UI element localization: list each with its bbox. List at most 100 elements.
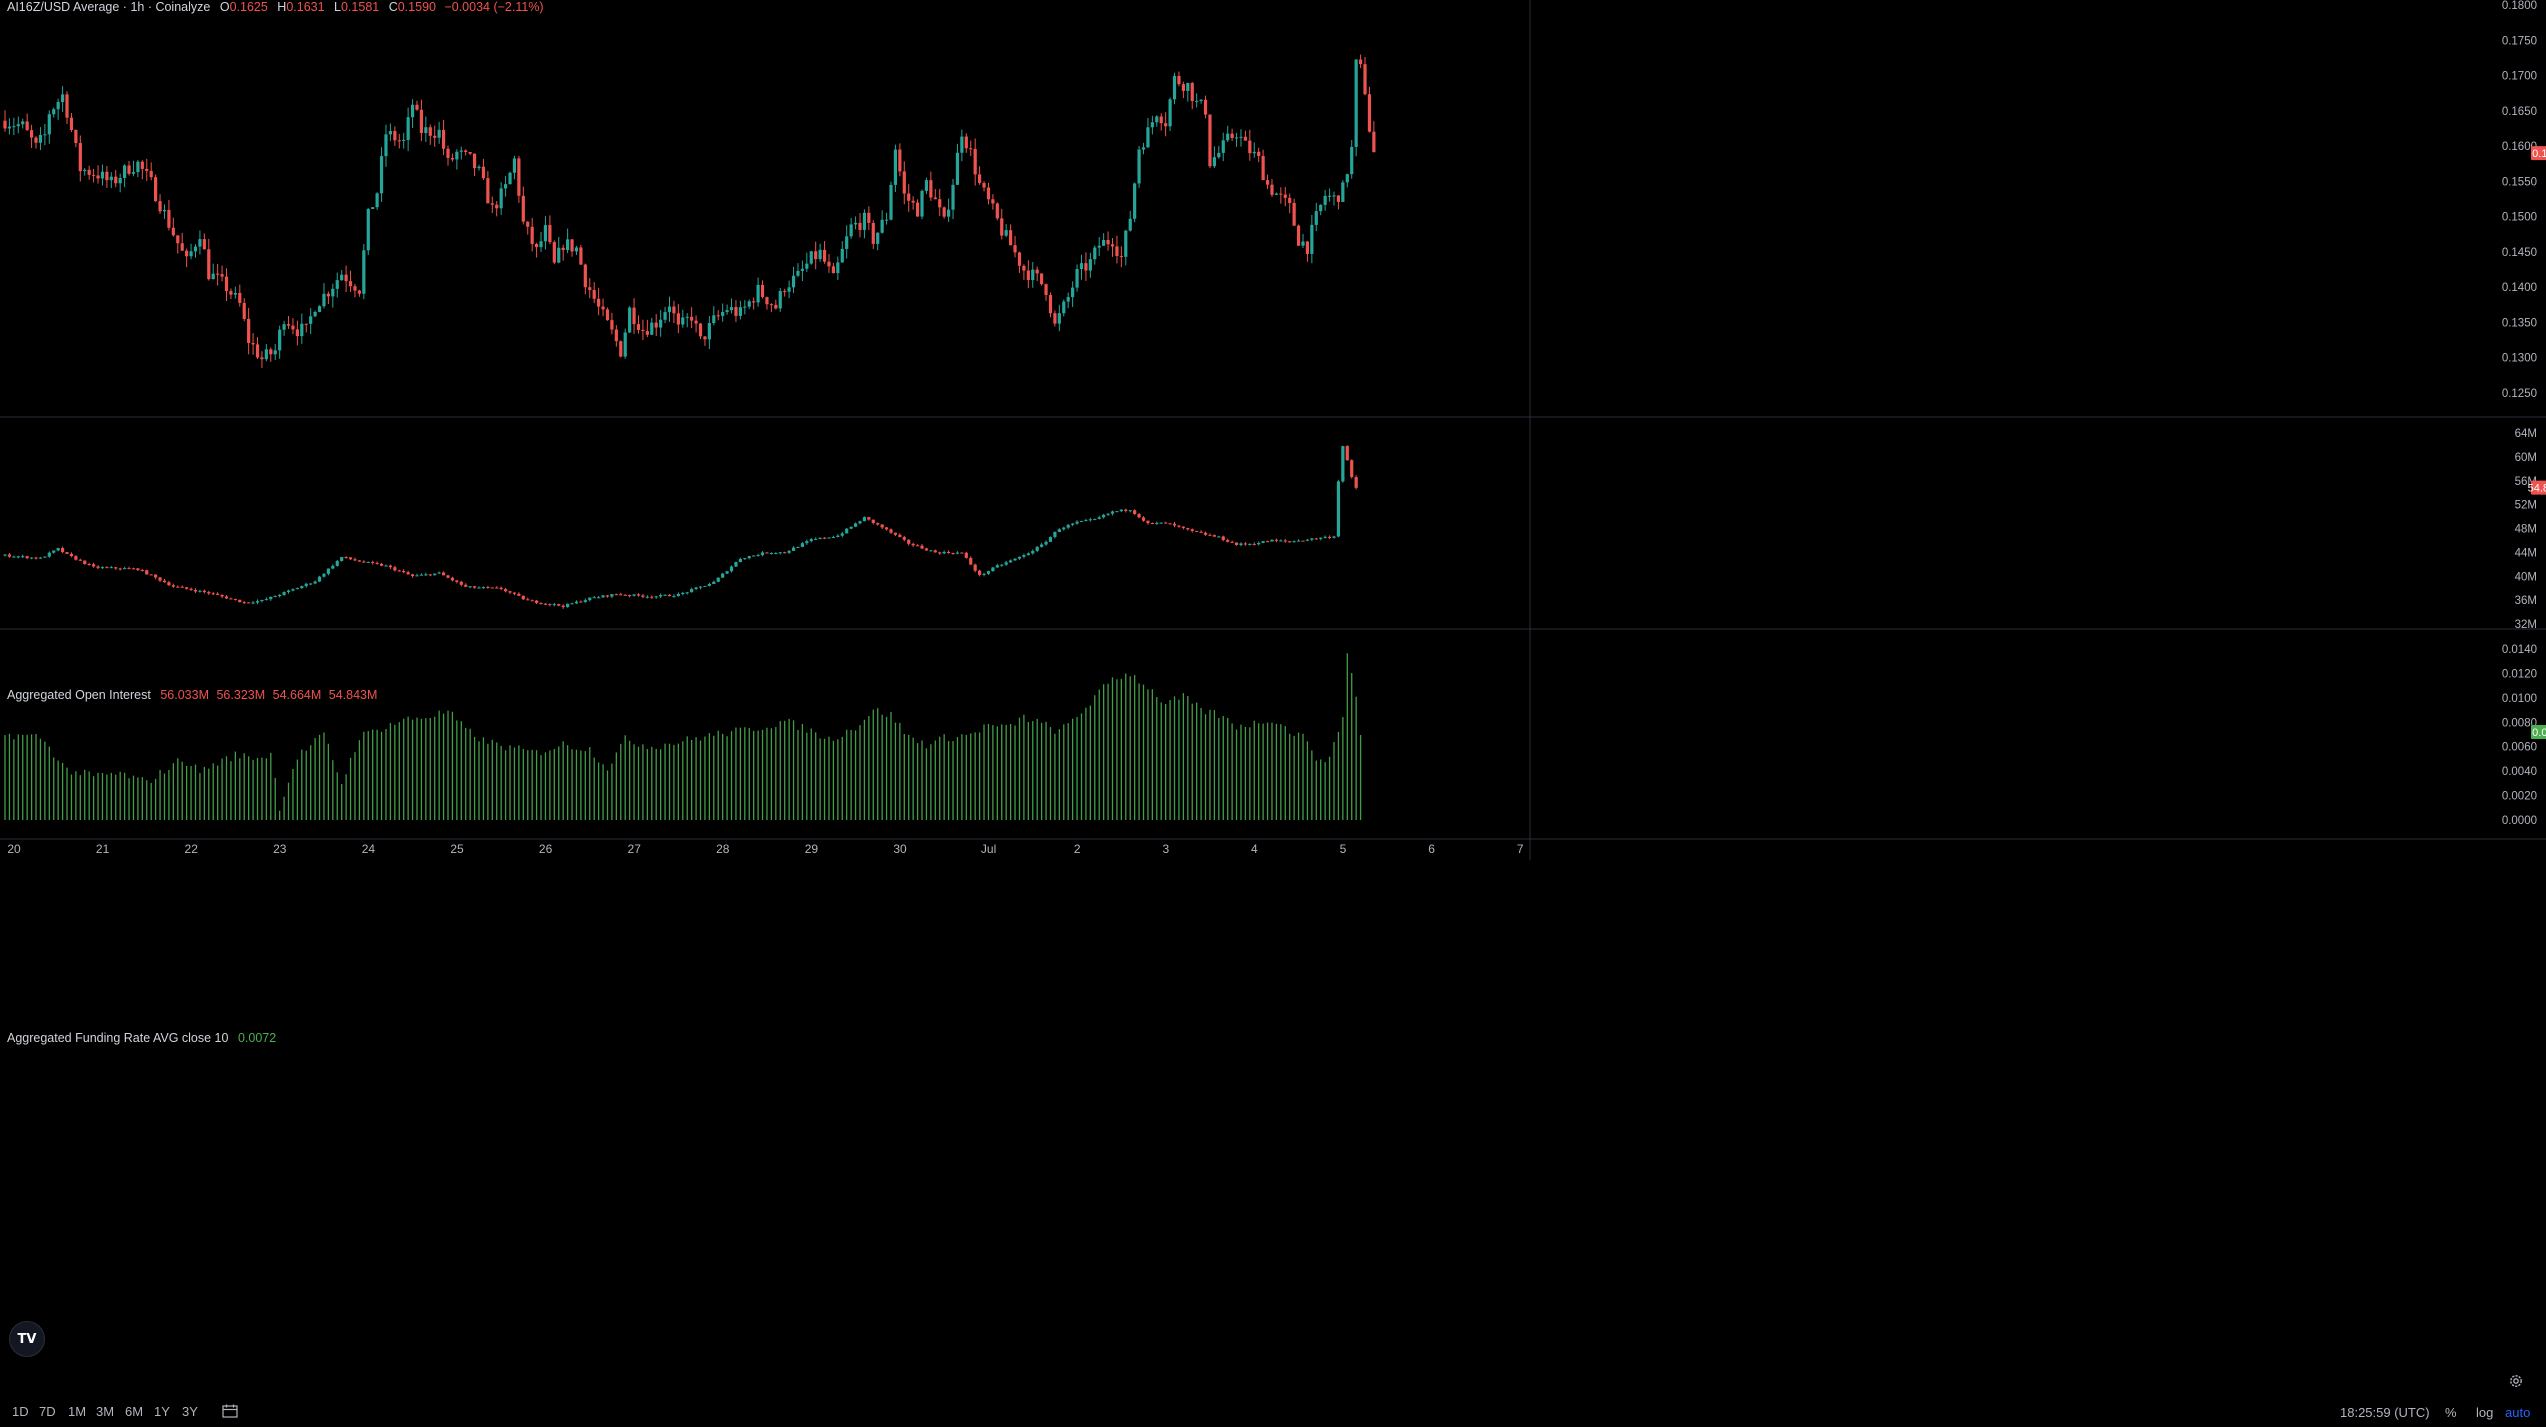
oi-candle — [1066, 524, 1070, 528]
price-candle — [924, 180, 929, 191]
oi-candle — [530, 600, 534, 602]
price-candle — [282, 324, 286, 330]
oi-candle — [583, 600, 587, 602]
timeframe-1d[interactable]: 1D — [12, 1404, 29, 1419]
oi-candle — [123, 568, 127, 570]
funding-value: 0.0072 — [237, 1031, 277, 1045]
timeframe-1y[interactable]: 1Y — [154, 1404, 170, 1419]
price-candle — [78, 143, 82, 172]
oi-candle — [92, 564, 96, 567]
price-candle — [1190, 83, 1194, 102]
price-candle — [158, 201, 162, 212]
oi-candle — [628, 595, 632, 597]
auto-toggle[interactable]: auto — [2505, 1405, 2531, 1420]
price-candle — [601, 306, 605, 310]
y-tick-label: 48M — [2515, 524, 2537, 536]
oi-candle — [738, 558, 742, 563]
oi-candle — [986, 571, 991, 574]
oi-candle — [7, 554, 12, 557]
y-tick-label: 0.1400 — [2502, 282, 2537, 294]
oi-candle — [286, 590, 291, 593]
price-candle — [1066, 297, 1070, 302]
oi-candle — [433, 573, 437, 576]
price-candle — [853, 222, 858, 225]
oi-candle — [924, 548, 929, 551]
price-candle — [734, 307, 738, 316]
x-tick-label: 30 — [893, 842, 907, 856]
price-candle — [1035, 269, 1039, 274]
price-candle — [1239, 136, 1243, 138]
price-candle — [366, 208, 370, 251]
oi-candle — [317, 576, 322, 582]
price-candle — [876, 232, 880, 244]
oi-candle — [800, 543, 804, 547]
price-candle — [1102, 239, 1106, 246]
price-candle — [1022, 265, 1026, 271]
price-candle — [561, 247, 565, 251]
price-candle — [1310, 224, 1314, 254]
oi-candle — [570, 603, 574, 605]
timeframe-6m[interactable]: 6M — [125, 1404, 144, 1419]
oi-candle — [12, 556, 16, 558]
price-candle — [273, 350, 277, 355]
oi-candle — [659, 595, 663, 597]
price-candle — [1057, 313, 1061, 324]
oi-candle — [1159, 522, 1163, 524]
oi-candle — [100, 567, 105, 569]
oi-candle — [437, 572, 441, 574]
price-candle — [1009, 230, 1013, 246]
timeframe-7d[interactable]: 7D — [39, 1404, 56, 1419]
oi-candle — [597, 597, 601, 599]
y-tick-label: 60M — [2515, 452, 2537, 464]
gear-icon[interactable] — [2508, 1373, 2524, 1389]
oi-candle — [619, 594, 623, 596]
price-candle — [973, 148, 977, 175]
price-candle — [1146, 127, 1150, 148]
oi-candle — [136, 568, 140, 571]
oi-candle — [663, 594, 667, 596]
y-tick-label: 32M — [2515, 619, 2537, 631]
timeframe-1m[interactable]: 1M — [68, 1404, 87, 1419]
price-candle — [406, 117, 410, 141]
price-candle — [1354, 59, 1358, 147]
price-candle — [140, 161, 144, 169]
x-tick-label: 28 — [716, 842, 730, 856]
oi-candle — [902, 537, 906, 540]
price-candle — [123, 165, 127, 178]
oi-candle — [1102, 514, 1106, 518]
oi-candle — [1031, 550, 1035, 554]
price-candle — [858, 222, 862, 230]
price-candle — [379, 156, 384, 194]
price-candle — [1372, 131, 1376, 153]
oi-candle — [1084, 520, 1088, 522]
timeframe-3m[interactable]: 3M — [96, 1404, 115, 1419]
oi-candle — [238, 599, 242, 603]
percent-toggle[interactable]: % — [2445, 1405, 2457, 1420]
price-candle — [371, 207, 375, 209]
tradingview-logo[interactable]: TV — [9, 1321, 45, 1357]
y-tick-label: 0.1450 — [2502, 247, 2537, 259]
price-candle — [654, 322, 658, 328]
x-tick-label: 20 — [7, 842, 21, 856]
oi-candle — [25, 556, 29, 559]
oi-candles — [3, 445, 1358, 609]
oi-candle — [517, 593, 521, 596]
oi-candle — [127, 568, 131, 570]
oi-candle — [83, 560, 87, 564]
timeframe-3y[interactable]: 3Y — [182, 1404, 198, 1419]
oi-candle — [1261, 541, 1265, 544]
price-candle — [1305, 241, 1310, 254]
oi-candle — [1310, 538, 1314, 540]
oi-candle — [796, 546, 800, 548]
log-toggle[interactable]: log — [2476, 1405, 2494, 1420]
calendar-icon[interactable] — [222, 1404, 238, 1418]
oi-candle — [964, 552, 968, 558]
price-candle — [388, 131, 393, 135]
price-candle — [1203, 99, 1208, 115]
x-tick-label: 5 — [1340, 842, 1347, 856]
oi-candle — [229, 598, 233, 600]
oi-candle — [632, 594, 636, 596]
price-candle — [362, 250, 366, 294]
price-candle — [969, 148, 973, 150]
